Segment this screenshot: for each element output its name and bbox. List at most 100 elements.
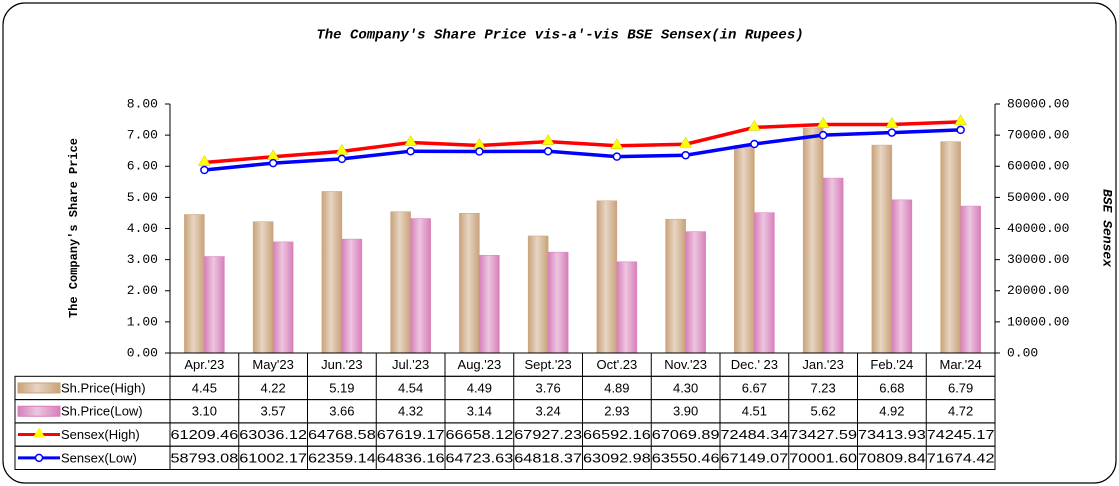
x-tick-label: Apr.'23	[184, 357, 224, 372]
y-tick-label: 1.00	[127, 314, 158, 329]
x-tick-label: Sept.'23	[524, 357, 571, 372]
marker	[681, 150, 690, 160]
bar	[272, 241, 294, 354]
marker	[750, 139, 759, 149]
marker	[335, 143, 349, 155]
table-value: 70809.84	[858, 450, 926, 465]
table-value: 66592.16	[583, 427, 651, 442]
table-row	[14, 445, 996, 471]
table-value: 67927.23	[514, 427, 582, 442]
y2-tick-label: 0.00	[1007, 345, 1038, 360]
table-value: 4.49	[467, 380, 492, 395]
y2-tick-label: 50000.00	[1007, 190, 1069, 205]
marker	[885, 117, 899, 128]
bar	[754, 212, 775, 354]
y2-axis-label: BSE Sensex	[1100, 189, 1115, 268]
table-value: 64723.63	[446, 450, 514, 465]
bar	[479, 255, 500, 354]
x-tick-label: Feb.'24	[870, 357, 913, 372]
table-value: 4.45	[192, 380, 217, 395]
bar	[547, 251, 569, 354]
table-value: 3.57	[260, 404, 285, 419]
bar	[891, 199, 913, 354]
marker	[541, 134, 555, 145]
bar	[204, 256, 225, 354]
marker	[612, 152, 622, 161]
x-tick-label: Jun.'23	[321, 357, 363, 372]
table-value: 63550.46	[652, 450, 720, 465]
table-value: 3.14	[467, 404, 492, 419]
marker	[679, 136, 693, 148]
y-tick-label: 2.00	[127, 283, 158, 298]
table-value: 3.66	[329, 404, 354, 419]
y-tick-label: 3.00	[127, 252, 158, 267]
table-value: 61209.46	[171, 427, 239, 442]
table-value: 5.19	[329, 380, 354, 395]
x-tick-label: Jan.'23	[802, 357, 844, 372]
marker	[956, 125, 965, 135]
marker	[197, 154, 211, 166]
table-value: 4.92	[879, 404, 904, 419]
table-value: 74245.17	[927, 427, 995, 442]
table-value: 4.30	[673, 380, 698, 395]
x-tick-label: Oct'.23	[596, 357, 637, 372]
table-value: 6.67	[742, 380, 767, 395]
marker	[887, 128, 897, 137]
marker	[406, 146, 415, 156]
table-value: 3.10	[192, 404, 217, 419]
marker	[816, 116, 830, 128]
x-tick-label: Jul.'23	[392, 357, 429, 372]
x-tick-label: Nov.'23	[664, 357, 707, 372]
line	[204, 120, 961, 165]
marker	[543, 147, 553, 156]
bar	[822, 177, 844, 354]
bar	[390, 211, 411, 354]
table-value: 4.51	[742, 404, 767, 419]
bar	[184, 214, 205, 354]
y-tick-label: 5.00	[127, 190, 158, 205]
table-value: 63036.12	[239, 427, 307, 442]
marker	[337, 154, 347, 164]
y2-tick-label: 20000.00	[1007, 283, 1069, 298]
table-value: 64768.58	[308, 427, 376, 442]
legend-swatch	[17, 382, 61, 394]
bar	[410, 218, 431, 354]
legend-label: Sensex(Low)	[61, 450, 137, 465]
bar	[459, 212, 480, 354]
chart-title: The Company's Share Price vis-a'-vis BSE…	[316, 28, 803, 44]
legend-label: Sh.Price(Low)	[61, 404, 143, 419]
y2-tick-label: 30000.00	[1007, 252, 1069, 267]
table-value: 73413.93	[858, 427, 926, 442]
table-value: 5.62	[810, 404, 835, 419]
table-value: 61002.17	[239, 450, 307, 465]
bar	[871, 144, 893, 354]
legend-marker	[34, 453, 44, 463]
marker	[818, 130, 828, 140]
table-value: 3.76	[535, 380, 560, 395]
table-value: 67619.17	[377, 427, 445, 442]
table-value: 66658.12	[446, 427, 514, 442]
table-value: 4.54	[398, 380, 423, 395]
bar	[685, 231, 706, 354]
y2-tick-label: 10000.00	[1007, 314, 1069, 329]
bar	[341, 238, 363, 354]
y2-tick-label: 80000.00	[1007, 96, 1069, 111]
bar	[616, 261, 638, 354]
table-value: 63092.98	[583, 450, 651, 465]
x-tick-label: Mar.'24	[940, 357, 982, 372]
table-value: 72484.34	[721, 427, 789, 442]
table-value: 7.23	[810, 380, 835, 395]
y-tick-label: 7.00	[127, 128, 158, 143]
table-value: 6.68	[879, 380, 904, 395]
bar	[527, 235, 549, 354]
bar	[734, 145, 755, 354]
table-value: 6.79	[948, 380, 973, 395]
marker	[475, 147, 484, 156]
marker	[268, 158, 278, 168]
bar	[940, 141, 961, 354]
y-tick-label: 8.00	[127, 96, 158, 111]
y-tick-label: 6.00	[127, 159, 158, 174]
table-value: 4.22	[260, 380, 285, 395]
legend-label: Sensex(High)	[61, 427, 140, 442]
y2-tick-label: 70000.00	[1007, 128, 1069, 143]
